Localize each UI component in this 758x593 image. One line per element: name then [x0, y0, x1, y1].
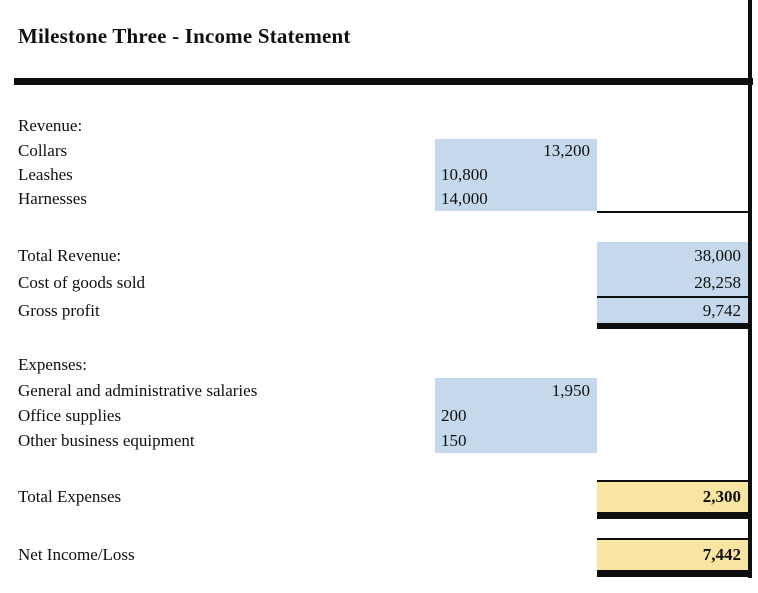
expenses-section-label: Expenses:: [18, 355, 87, 374]
title-divider-rule: [14, 78, 753, 85]
expense-value-cell: 150: [435, 428, 597, 453]
expense-value-cell: 1,950: [435, 378, 597, 403]
table-row: Other business equipment 150: [0, 428, 748, 453]
total-expenses-top-rule: [597, 480, 748, 482]
expense-value-cell: 200: [435, 403, 597, 428]
revenue-item-label: Collars: [18, 141, 68, 160]
total-expenses-value-cell: 2,300: [597, 482, 748, 512]
table-row: Total Expenses 2,300: [0, 482, 748, 512]
table-row: Leashes 10,800: [0, 163, 748, 187]
expense-item-label: General and administrative salaries: [18, 380, 258, 400]
revenue-value-cell: 13,200: [435, 139, 597, 163]
revenue-value-cell: 10,800: [435, 163, 597, 187]
table-row: Net Income/Loss 7,442: [0, 540, 748, 570]
gross-profit-value-cell: 9,742: [597, 298, 748, 323]
table-row: Total Revenue: 38,000: [0, 242, 748, 269]
revenue-value-cell: 14,000: [435, 187, 597, 211]
table-row: Gross profit 9,742: [0, 298, 748, 323]
gross-profit-top-rule: [597, 296, 748, 298]
table-row: General and administrative salaries 1,95…: [0, 378, 748, 403]
revenue-section-label: Revenue:: [18, 116, 83, 135]
table-row: Collars 13,200: [0, 139, 748, 163]
net-income-bottom-bar: [597, 570, 748, 577]
expense-item-label: Office supplies: [18, 405, 122, 425]
gross-profit-bottom-bar: [597, 323, 748, 329]
revenue-section-row: Revenue:: [0, 114, 748, 138]
total-revenue-value-cell: 38,000: [597, 242, 748, 269]
net-income-label: Net Income/Loss: [18, 545, 135, 564]
table-row: Office supplies 200: [0, 403, 748, 428]
total-expenses-bottom-bar: [597, 512, 748, 519]
table-row: Cost of goods sold 28,258: [0, 269, 748, 296]
cogs-value-cell: 28,258: [597, 269, 748, 296]
cogs-label: Cost of goods sold: [18, 272, 146, 292]
expense-item-label: Other business equipment: [18, 430, 195, 450]
expenses-section-row: Expenses:: [0, 353, 748, 377]
total-revenue-label: Total Revenue:: [18, 245, 122, 265]
total-expenses-label: Total Expenses: [18, 487, 122, 506]
net-income-top-rule: [597, 538, 748, 540]
right-border-line: [748, 0, 752, 578]
gross-profit-label: Gross profit: [18, 300, 100, 320]
revenue-item-label: Harnesses: [18, 189, 87, 208]
revenue-item-label: Leashes: [18, 165, 73, 184]
net-income-value-cell: 7,442: [597, 540, 748, 570]
revenue-subtotal-rule: [597, 211, 748, 213]
page-title: Milestone Three - Income Statement: [18, 24, 351, 48]
table-row: Harnesses 14,000: [0, 187, 748, 211]
